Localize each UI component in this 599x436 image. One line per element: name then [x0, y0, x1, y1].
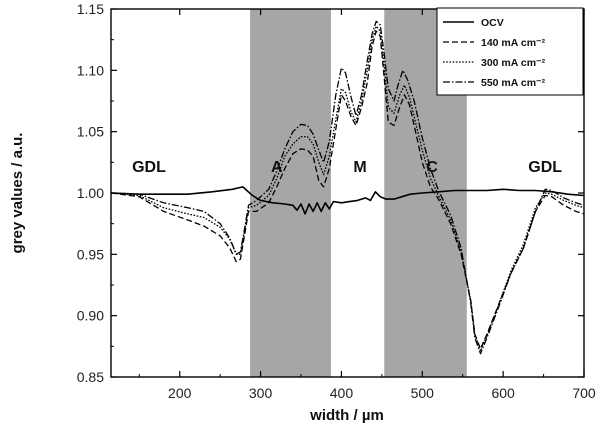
- y-tick-label: 1.00: [77, 185, 104, 201]
- legend-label-4: 550 mA cm⁻²: [481, 77, 546, 89]
- y-axis-title: grey values / a.u.: [9, 133, 26, 254]
- x-tick-label: 400: [330, 385, 354, 401]
- region-label: C: [426, 159, 438, 176]
- x-tick-label: 600: [491, 385, 515, 401]
- x-axis-title: width / µm: [309, 407, 384, 424]
- legend-label-3: 300 mA cm⁻²: [481, 57, 546, 69]
- y-tick-label: 0.95: [77, 246, 104, 262]
- legend-label-2: 140 mA cm⁻²: [481, 37, 546, 49]
- x-tick-label: 500: [411, 385, 435, 401]
- y-tick-label: 0.90: [77, 308, 104, 324]
- region-label: A: [271, 159, 283, 176]
- series-line-2: [111, 30, 584, 350]
- x-tick-label: 700: [572, 385, 596, 401]
- legend: OCV 140 mA cm⁻² 300 mA cm⁻² 550 mA cm⁻²: [436, 7, 584, 96]
- y-tick-label: 1.05: [77, 124, 104, 140]
- region-labels: GDL A M C GDL: [132, 159, 562, 176]
- region-label: GDL: [528, 159, 562, 176]
- y-tick-label: 1.10: [77, 62, 104, 78]
- region-label: GDL: [132, 159, 166, 176]
- y-tick-label: 1.15: [77, 1, 104, 17]
- y-tick-label: 0.85: [77, 369, 104, 385]
- series-line-3: [111, 25, 584, 352]
- series-line-1: [111, 186, 584, 215]
- series-line-4: [111, 20, 584, 355]
- shaded-region-1: [250, 9, 331, 377]
- region-label: M: [353, 159, 366, 176]
- x-tick-label: 200: [168, 385, 192, 401]
- x-tick-label: 300: [249, 385, 273, 401]
- series-group: [111, 20, 584, 355]
- axis-ticks: 200 300 400 500 600 700 0.85 0.90 0.95 1.00 1.05 1.…: [77, 1, 596, 401]
- legend-label-1: OCV: [481, 17, 504, 29]
